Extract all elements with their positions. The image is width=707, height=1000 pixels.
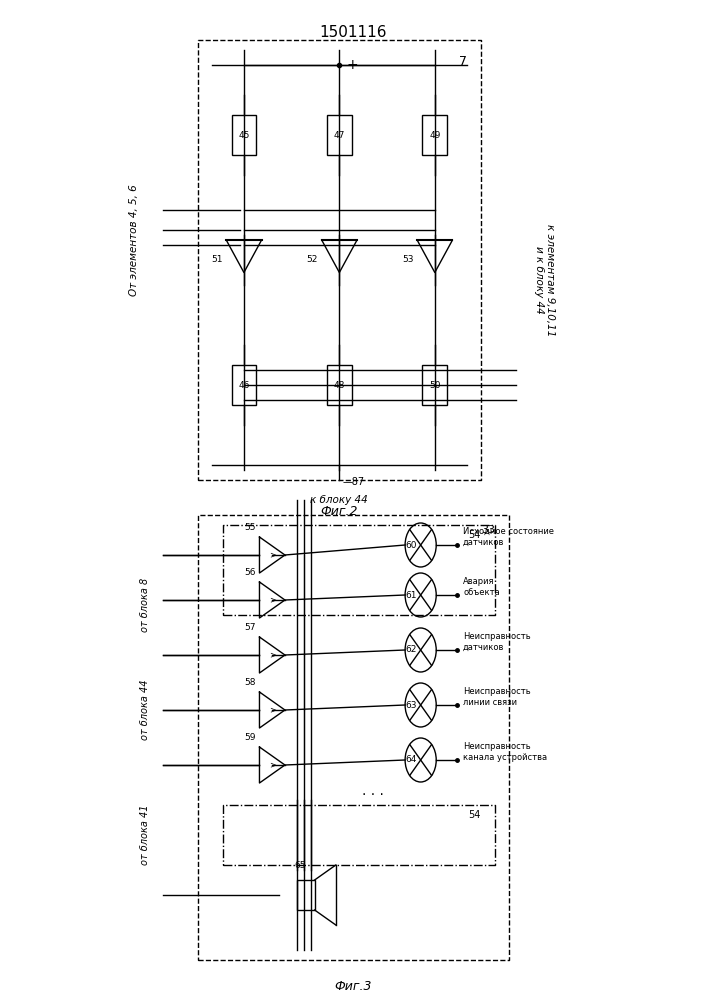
Text: 45: 45 (238, 130, 250, 139)
Text: Неисправность
канала устройства: Неисправность канала устройства (463, 742, 547, 762)
Text: от блока 41: от блока 41 (140, 805, 150, 865)
Text: 59: 59 (245, 733, 256, 742)
Text: · · ·: · · · (362, 788, 384, 802)
Text: >: > (269, 760, 276, 770)
Text: 63: 63 (406, 700, 417, 710)
Text: 57: 57 (245, 623, 256, 632)
Text: от блока 44: от блока 44 (140, 680, 150, 740)
Bar (422, 115, 447, 155)
Text: 51: 51 (211, 255, 223, 264)
Text: Исходное состояние
датчиков: Исходное состояние датчиков (463, 527, 554, 547)
Text: >: > (269, 550, 276, 560)
Text: 55: 55 (245, 523, 256, 532)
Text: 53: 53 (402, 255, 414, 264)
Text: 62: 62 (406, 646, 417, 654)
Text: от блока 8: от блока 8 (140, 578, 150, 632)
Bar (231, 115, 256, 155)
Text: Фиг.3: Фиг.3 (334, 980, 373, 993)
Text: 50: 50 (429, 380, 440, 389)
Text: 49: 49 (429, 130, 440, 139)
Text: к элементам 9,10,11
и к блоку 44: к элементам 9,10,11 и к блоку 44 (534, 224, 555, 336)
Text: 61: 61 (406, 590, 417, 599)
Text: Фиг.2: Фиг.2 (320, 505, 358, 518)
Text: Неисправность
линии связи: Неисправность линии связи (463, 687, 531, 707)
Text: >: > (269, 650, 276, 660)
Text: 33: 33 (481, 525, 495, 535)
Text: 7: 7 (459, 55, 467, 68)
Text: >: > (269, 706, 276, 714)
Bar (422, 365, 447, 405)
Text: 52: 52 (307, 255, 318, 264)
Text: 60: 60 (406, 540, 417, 550)
Bar (231, 365, 256, 405)
Text: 1501116: 1501116 (320, 25, 387, 40)
Text: 58: 58 (245, 678, 256, 687)
Text: 54: 54 (468, 530, 481, 540)
Text: 56: 56 (245, 568, 256, 577)
Text: 65: 65 (295, 861, 306, 870)
Text: Авария
объекта: Авария объекта (463, 577, 500, 597)
Text: —87: —87 (343, 477, 365, 487)
Text: 64: 64 (406, 756, 417, 764)
Text: 48: 48 (334, 380, 345, 389)
Bar (327, 115, 351, 155)
Text: к блоку 44: к блоку 44 (310, 495, 368, 505)
Text: +: + (346, 58, 358, 72)
Text: 54: 54 (468, 810, 481, 820)
Bar (327, 365, 351, 405)
Text: 46: 46 (238, 380, 250, 389)
Text: От элементов 4, 5, 6: От элементов 4, 5, 6 (129, 184, 139, 296)
Bar (297, 880, 315, 910)
Text: 47: 47 (334, 130, 345, 139)
Text: >: > (269, 595, 276, 604)
Text: Неисправность
датчиков: Неисправность датчиков (463, 632, 531, 652)
